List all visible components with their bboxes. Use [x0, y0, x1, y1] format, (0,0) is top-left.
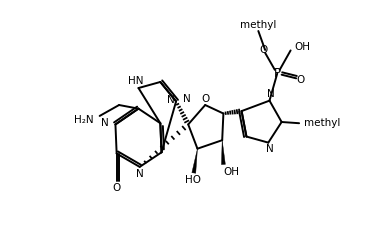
- Text: H₂N: H₂N: [74, 115, 93, 125]
- Polygon shape: [192, 149, 197, 173]
- Text: O: O: [113, 183, 121, 193]
- Text: OH: OH: [223, 167, 239, 177]
- Text: N: N: [183, 94, 191, 104]
- Text: N: N: [167, 95, 175, 105]
- Text: methyl: methyl: [305, 118, 341, 128]
- Text: O: O: [296, 75, 305, 85]
- Polygon shape: [221, 140, 225, 164]
- Text: N: N: [101, 118, 109, 128]
- Text: O: O: [202, 94, 210, 104]
- Text: OH: OH: [294, 42, 310, 52]
- Text: HO: HO: [185, 175, 201, 185]
- Text: HN: HN: [128, 76, 144, 86]
- Text: N: N: [265, 144, 273, 154]
- Text: N: N: [267, 89, 274, 99]
- Text: O: O: [259, 45, 267, 55]
- Text: N: N: [136, 169, 143, 179]
- Text: P: P: [274, 67, 281, 80]
- Text: methyl: methyl: [240, 20, 276, 30]
